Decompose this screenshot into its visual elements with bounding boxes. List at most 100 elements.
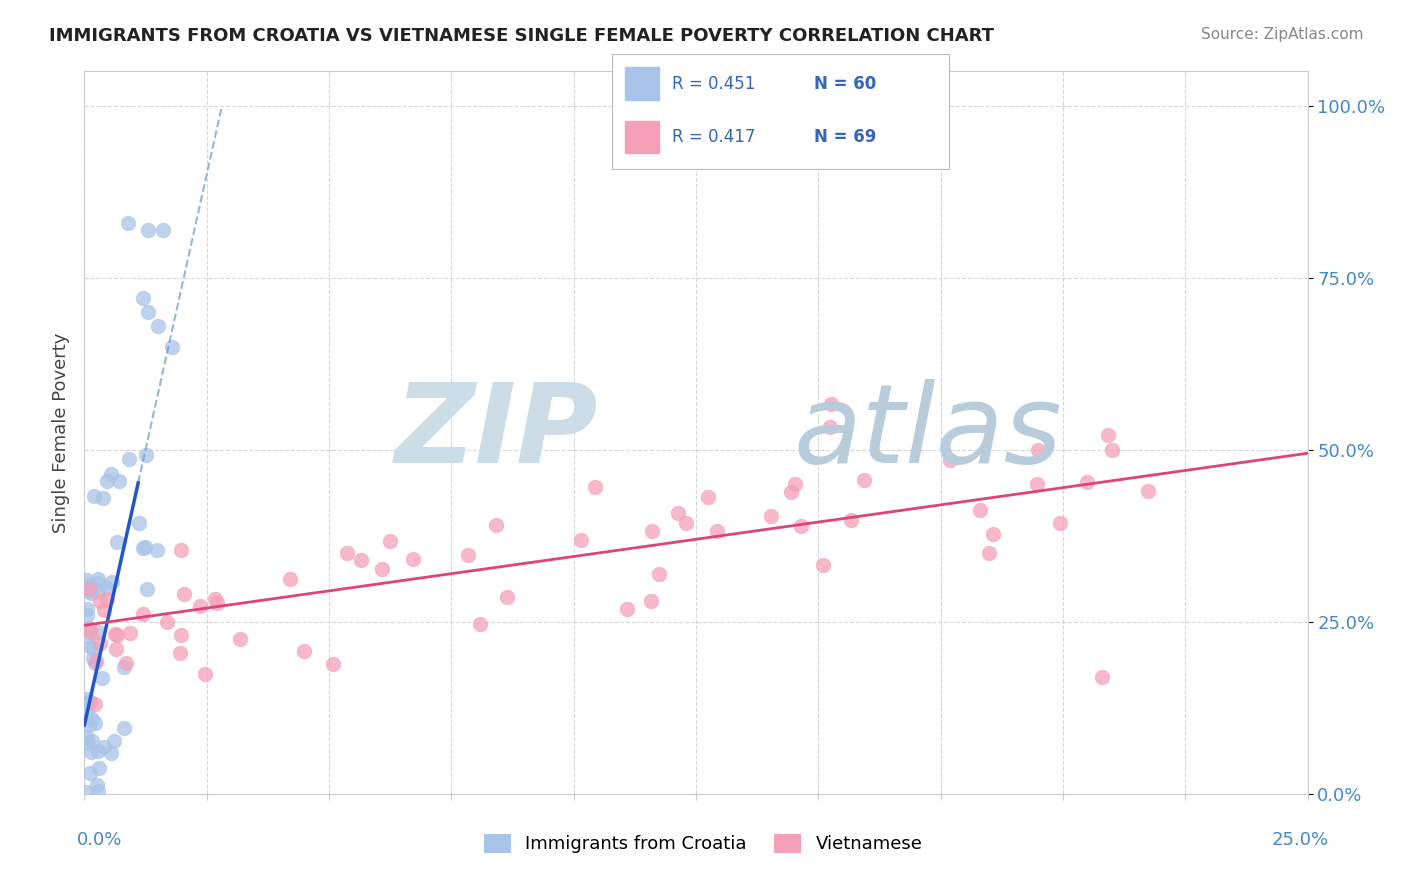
Bar — [626, 120, 659, 153]
Point — [169, 646, 191, 660]
Point — [292, 643, 315, 657]
Point — [640, 594, 662, 608]
Point — [101, 575, 124, 590]
Point — [83, 489, 105, 503]
Legend: Immigrants from Croatia, Vietnamese: Immigrants from Croatia, Vietnamese — [477, 827, 929, 861]
Point — [1025, 477, 1047, 491]
Point — [785, 477, 807, 491]
Point — [1097, 427, 1119, 442]
Point — [1091, 670, 1114, 684]
Point — [76, 583, 98, 598]
Point — [759, 509, 782, 524]
Y-axis label: Single Female Poverty: Single Female Poverty — [52, 333, 70, 533]
Point — [457, 549, 479, 563]
Text: N = 60: N = 60 — [814, 75, 876, 93]
Point — [170, 628, 193, 642]
Point — [76, 573, 98, 587]
Point — [76, 692, 98, 706]
Point — [666, 506, 689, 520]
Point — [100, 467, 122, 481]
Point — [820, 397, 842, 411]
Text: IMMIGRANTS FROM CROATIA VS VIETNAMESE SINGLE FEMALE POVERTY CORRELATION CHART: IMMIGRANTS FROM CROATIA VS VIETNAMESE SI… — [49, 27, 994, 45]
Point — [82, 641, 104, 656]
Point — [96, 474, 118, 488]
Point — [162, 340, 184, 354]
Point — [108, 474, 131, 488]
Point — [76, 602, 98, 616]
Point — [790, 519, 813, 533]
Point — [152, 222, 174, 236]
Point — [79, 695, 101, 709]
Point — [616, 602, 638, 616]
Point — [696, 490, 718, 504]
Point — [378, 534, 401, 549]
Point — [841, 513, 863, 527]
Point — [1049, 516, 1071, 530]
Point — [132, 292, 155, 306]
Point — [204, 592, 226, 607]
Point — [173, 587, 195, 601]
Point — [86, 778, 108, 792]
Point — [82, 651, 104, 665]
Point — [87, 784, 110, 798]
Point — [118, 626, 141, 640]
Point — [83, 697, 105, 711]
Point — [136, 222, 159, 236]
Point — [80, 640, 103, 654]
Point — [981, 526, 1004, 541]
Point — [103, 734, 125, 748]
Bar — [626, 68, 659, 100]
Text: 25.0%: 25.0% — [1271, 831, 1329, 849]
Point — [77, 621, 100, 635]
Point — [77, 582, 100, 597]
Point — [115, 657, 138, 671]
Point — [75, 785, 97, 799]
Point — [188, 599, 211, 613]
Point — [76, 736, 98, 750]
Point — [135, 582, 157, 596]
Point — [87, 761, 110, 775]
Point — [76, 629, 98, 643]
Point — [80, 712, 103, 726]
Point — [76, 696, 98, 710]
Point — [675, 516, 697, 530]
Point — [93, 603, 115, 617]
Point — [93, 740, 115, 755]
Point — [811, 558, 834, 572]
Point — [118, 451, 141, 466]
Point — [229, 632, 252, 646]
Point — [76, 730, 98, 744]
Point — [104, 627, 127, 641]
Point — [979, 546, 1001, 560]
Point — [76, 608, 98, 623]
Point — [146, 542, 169, 557]
Point — [583, 480, 606, 494]
Point — [969, 503, 991, 517]
Point — [89, 594, 111, 608]
Text: 0.0%: 0.0% — [77, 831, 122, 849]
Text: atlas: atlas — [794, 379, 1063, 486]
Point — [156, 615, 179, 629]
Point — [1101, 442, 1123, 457]
Point — [128, 516, 150, 531]
Point — [91, 491, 114, 506]
Point — [132, 607, 155, 622]
Point — [117, 216, 139, 230]
Point — [569, 533, 592, 547]
Point — [80, 745, 103, 759]
Point — [641, 524, 664, 538]
Point — [105, 642, 128, 657]
Point — [87, 572, 110, 586]
Point — [1136, 483, 1159, 498]
Point — [136, 305, 159, 319]
Point — [371, 562, 394, 576]
Point — [96, 591, 118, 606]
Point — [87, 583, 110, 598]
Point — [470, 616, 492, 631]
Point — [86, 744, 108, 758]
Point — [1076, 475, 1098, 490]
Point — [350, 553, 373, 567]
Point — [170, 543, 193, 558]
Point — [82, 734, 104, 748]
Point — [86, 654, 108, 668]
